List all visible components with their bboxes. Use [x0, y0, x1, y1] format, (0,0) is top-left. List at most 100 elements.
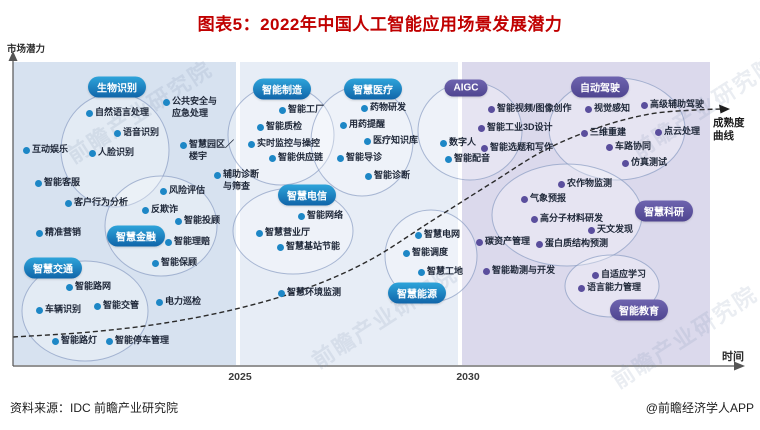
scenario-dot — [530, 215, 538, 223]
scenario-label: 蛋白质结构预测 — [545, 238, 609, 248]
group-ellipse-smart-finance — [104, 175, 218, 277]
scenario-label: 智慧环境监测 — [287, 287, 342, 297]
scenario-dot — [520, 195, 528, 203]
group-badge-smart-transport: 智慧交通 — [24, 257, 82, 279]
scenario-dot — [621, 159, 629, 167]
scenario-dot — [584, 105, 592, 113]
band-pre-2025 — [13, 62, 236, 365]
group-badge-smart-manufacturing: 智能制造 — [253, 78, 311, 100]
scenario-label: 高级辅助驾驶 — [650, 99, 705, 109]
scenario-label: 自适应学习 — [601, 269, 647, 279]
scenario-dot — [35, 229, 43, 237]
scenario-dot — [336, 154, 344, 162]
scenario-label: 智能客服 — [44, 177, 81, 187]
scenario-dot — [487, 105, 495, 113]
scenario-label: 农作物监测 — [567, 178, 613, 188]
scenario-dot — [364, 172, 372, 180]
scenario-label: 智能勘测与开发 — [492, 265, 556, 275]
scenario-dot — [587, 226, 595, 234]
scenario-label: 天文发现 — [597, 224, 634, 234]
maturity-curve-arrowhead — [719, 104, 730, 114]
scenario-dot — [444, 155, 452, 163]
scenario-label: 智慧园区／ 楼宇 — [189, 139, 235, 161]
scenario-label: 智能诊断 — [374, 170, 411, 180]
scenario-label: 智慧营业厅 — [265, 227, 311, 237]
scenario-label: 智能导诊 — [346, 152, 383, 162]
scenario-label: 智能质检 — [266, 121, 303, 131]
scenario-dot — [535, 240, 543, 248]
scenario-dot — [22, 146, 30, 154]
chart-title: 图表5：2022年中国人工智能应用场景发展潜力 — [197, 15, 563, 34]
group-badge-smart-education: 智能教育 — [610, 299, 668, 321]
scenario-dot — [477, 124, 485, 132]
source-note: 资料来源：IDC 前瞻产业研究院 — [10, 401, 179, 415]
group-badge-smart-telecom: 智慧电信 — [278, 184, 336, 206]
scenario-dot — [654, 128, 662, 136]
group-ellipse-smart-transport — [21, 260, 149, 362]
scenario-label: 辅助诊断 与筛查 — [223, 169, 260, 191]
scenario-dot — [577, 284, 585, 292]
scenario-dot — [155, 298, 163, 306]
scenario-label: 智能选题和写作 — [490, 142, 554, 152]
credit-note: @前瞻经济学人APP — [645, 401, 754, 415]
scenario-dot — [402, 249, 410, 257]
scenario-dot — [605, 143, 613, 151]
scenario-dot — [557, 180, 565, 188]
scenario-dot — [640, 101, 648, 109]
scenario-label: 实时监控与操控 — [257, 138, 321, 148]
scenario-label: 反欺诈 — [151, 204, 179, 214]
x-tick-2030: 2030 — [456, 371, 480, 383]
scenario-dot — [105, 337, 113, 345]
scenario-label: 高分子材料研发 — [540, 213, 604, 223]
scenario-dot — [213, 171, 221, 179]
scenario-label: 客户行为分析 — [74, 197, 129, 207]
scenario-label: 医疗知识库 — [373, 135, 419, 145]
scenario-label: 仿真测试 — [631, 157, 668, 167]
scenario-dot — [475, 238, 483, 246]
scenario-dot — [482, 267, 490, 275]
scenario-dot — [93, 302, 101, 310]
scenario-dot — [113, 129, 121, 137]
scenario-dot — [141, 206, 149, 214]
scenario-label: 智能路网 — [75, 281, 112, 291]
scenario-label: 用药提醒 — [349, 119, 386, 129]
x-tick-2025: 2025 — [228, 371, 252, 383]
scenario-dot — [164, 238, 172, 246]
scenario-label: 点云处理 — [664, 126, 701, 136]
scenario-dot — [255, 229, 263, 237]
scenario-dot — [247, 140, 255, 148]
scenario-label: 智能视频/图像创作 — [497, 103, 572, 113]
scenario-label: 智能网络 — [307, 210, 344, 220]
scenario-dot — [64, 199, 72, 207]
scenario-label: 公共安全与 应急处理 — [172, 96, 218, 118]
scenario-dot — [363, 137, 371, 145]
scenario-label: 药物研发 — [370, 102, 407, 112]
scenario-label: 碳资产管理 — [485, 236, 531, 246]
maturity-curve-label: 成熟度 曲线 — [713, 117, 745, 142]
scenario-label: 智能路灯 — [61, 335, 98, 345]
scenario-label: 智能理赔 — [174, 236, 211, 246]
scenario-dot — [297, 212, 305, 220]
scenario-label: 智慧基站节能 — [286, 241, 341, 251]
scenario-dot — [580, 129, 588, 137]
scenario-label: 人脸识别 — [98, 147, 135, 157]
scenario-label: 车路协同 — [615, 141, 652, 151]
scenario-label: 语音识别 — [123, 127, 160, 137]
scenario-dot — [159, 187, 167, 195]
scenario-dot — [414, 231, 422, 239]
scenario-dot — [439, 139, 447, 147]
scenario-label: 风险评估 — [169, 185, 206, 195]
scenario-dot — [256, 123, 264, 131]
x-axis-label: 时间 — [722, 351, 744, 363]
scenario-label: 语言能力管理 — [587, 282, 642, 292]
scenario-dot — [162, 98, 170, 106]
scenario-label: 精准营销 — [45, 227, 82, 237]
scenario-label: 智能工厂 — [288, 104, 325, 114]
scenario-dot — [151, 259, 159, 267]
y-axis-label: 市场潜力 — [7, 44, 46, 55]
maturity-curve — [12, 108, 723, 338]
scenario-label: 智能投顾 — [184, 215, 221, 225]
scenario-dot — [179, 141, 187, 149]
